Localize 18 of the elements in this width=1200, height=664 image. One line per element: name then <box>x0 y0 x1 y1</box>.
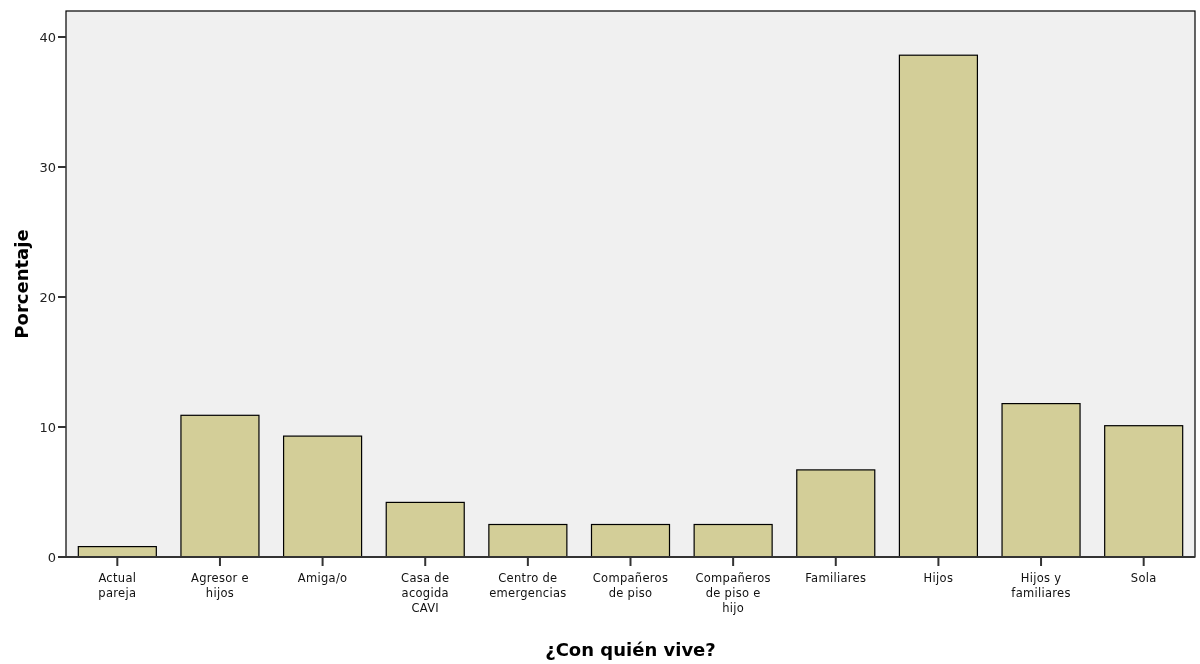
y-tick-label: 10 <box>39 419 56 435</box>
x-tick-label: Hijos y familiares <box>1011 571 1071 600</box>
x-tick-label: Familiares <box>805 571 867 585</box>
x-axis-title: ¿Con quién vive? <box>545 639 716 660</box>
y-axis-title: Porcentaje <box>11 229 32 339</box>
x-tick-label: Casa de acogida CAVI <box>401 571 450 615</box>
x-tick-label: Actual pareja <box>98 571 137 600</box>
y-tick-label: 20 <box>39 289 56 305</box>
x-tick-label: Centro de emergencias <box>489 571 567 600</box>
y-tick-label: 30 <box>39 159 56 175</box>
y-tick-label: 0 <box>47 549 56 565</box>
x-tick-label: Agresor e hijos <box>191 571 249 600</box>
x-tick-label: Hijos <box>923 571 954 585</box>
y-tick-label: 40 <box>39 29 56 45</box>
x-tick-label: Amiga/o <box>297 571 348 585</box>
x-tick-label: Sola <box>1130 571 1157 585</box>
x-tick-label: Compañeros de piso e hijo <box>695 571 771 615</box>
x-tick-label: Compañeros de piso <box>592 571 669 600</box>
